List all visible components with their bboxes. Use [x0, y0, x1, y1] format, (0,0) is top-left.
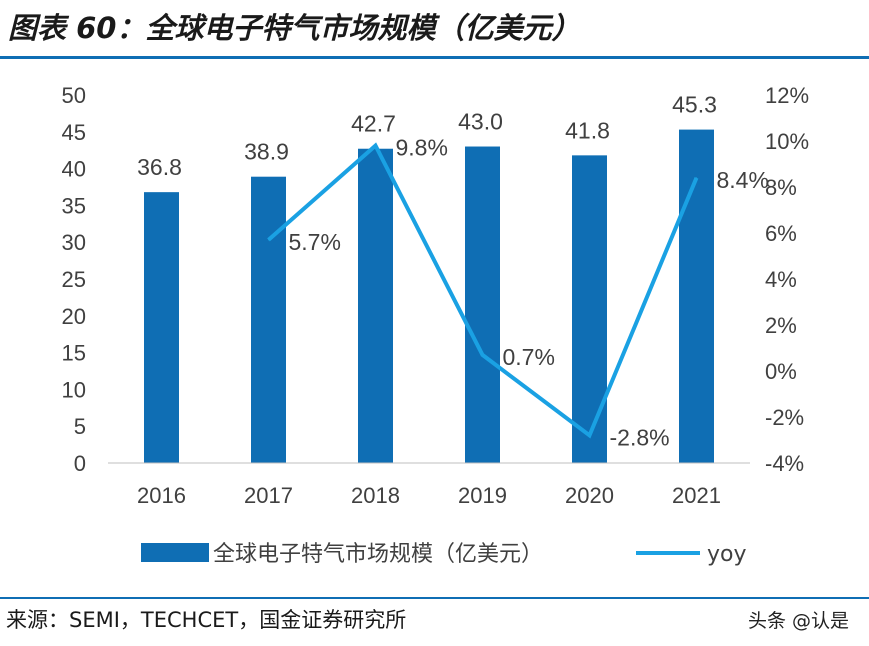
bar-value-label: 42.7 [351, 111, 396, 137]
bottom-rule [0, 597, 869, 599]
y-left-tick-label: 40 [62, 157, 86, 182]
bar-value-label: 41.8 [565, 117, 610, 143]
combo-chart: 0 5 10 15 20 25 30 35 40 45 50 -4% -2% 0% 2% 4% 6% 8% 10%… [62, 83, 810, 567]
y-right-tick-label: 4% [765, 267, 797, 292]
yoy-point-2019 [482, 354, 483, 356]
x-axis-ticks: 2016 2017 2018 2019 2020 2021 [137, 483, 721, 508]
y-left-tick-label: 5 [74, 414, 86, 439]
top-rule [0, 56, 869, 59]
y-right-tick-label: 0% [765, 359, 797, 384]
yoy-value-label: 8.4% [717, 167, 769, 193]
yoy-value-label: 0.7% [503, 344, 555, 370]
bar-value-label: 45.3 [672, 92, 717, 118]
legend-line-label: yoy [707, 542, 747, 567]
yoy-point-2020 [589, 434, 590, 436]
bar-2016 [144, 192, 179, 464]
chart-title: 图表 60：全球电子特气市场规模（亿美元） [8, 11, 581, 45]
yoy-value-label: 9.8% [396, 135, 448, 161]
y-left-tick-label: 35 [62, 193, 86, 218]
x-tick-label: 2021 [672, 483, 721, 508]
yoy-value-label: 5.7% [289, 229, 341, 255]
right-axis: -4% -2% 0% 2% 4% 6% 8% 10% 12% [765, 83, 809, 476]
y-right-tick-label: -4% [765, 451, 804, 476]
y-left-tick-label: 30 [62, 230, 86, 255]
y-right-tick-label: 8% [765, 175, 797, 200]
bar-value-label: 38.9 [244, 139, 289, 165]
x-tick-label: 2017 [244, 483, 293, 508]
y-left-tick-label: 45 [62, 120, 86, 145]
y-left-tick-label: 50 [62, 83, 86, 108]
bar-2018 [358, 148, 393, 463]
y-left-tick-label: 10 [62, 377, 86, 402]
bar-2017 [251, 176, 286, 464]
bar-2021 [679, 129, 714, 463]
bar-value-label: 36.8 [137, 154, 182, 180]
x-tick-label: 2019 [458, 483, 507, 508]
yoy-series [267, 142, 699, 439]
yoy-point-2018 [375, 145, 376, 147]
bar-2019 [465, 146, 500, 463]
y-right-tick-label: 12% [765, 83, 809, 108]
legend: 全球电子特气市场规模（亿美元） yoy [141, 542, 747, 567]
y-right-tick-label: 2% [765, 313, 797, 338]
x-tick-label: 2018 [351, 483, 400, 508]
x-tick-label: 2016 [137, 483, 186, 508]
y-left-tick-label: 20 [62, 304, 86, 329]
y-right-tick-label: 10% [765, 129, 809, 154]
yoy-point-2021 [696, 177, 697, 179]
y-left-tick-label: 0 [74, 451, 86, 476]
x-tick-label: 2020 [565, 483, 614, 508]
source-note: 来源：SEMI，TECHCET，国金证券研究所 [6, 608, 407, 632]
data-labels: 36.8 38.9 42.7 43.0 41.8 45.3 5.7% 9.8% 0.7% -2.8… [137, 92, 769, 451]
y-right-tick-label: -2% [765, 405, 804, 430]
legend-bar-label: 全球电子特气市场规模（亿美元） [213, 542, 543, 567]
bar-series [144, 129, 714, 464]
watermark: 头条 @认是 [747, 610, 849, 632]
y-right-tick-label: 6% [765, 221, 797, 246]
legend-bar-swatch [141, 543, 209, 562]
left-axis: 0 5 10 15 20 25 30 35 40 45 50 [62, 83, 86, 476]
y-left-tick-label: 25 [62, 267, 86, 292]
bar-value-label: 43.0 [458, 109, 503, 135]
bar-2020 [572, 155, 607, 463]
yoy-point-2017 [268, 239, 269, 241]
y-left-tick-label: 15 [62, 341, 86, 366]
yoy-value-label: -2.8% [610, 424, 670, 450]
